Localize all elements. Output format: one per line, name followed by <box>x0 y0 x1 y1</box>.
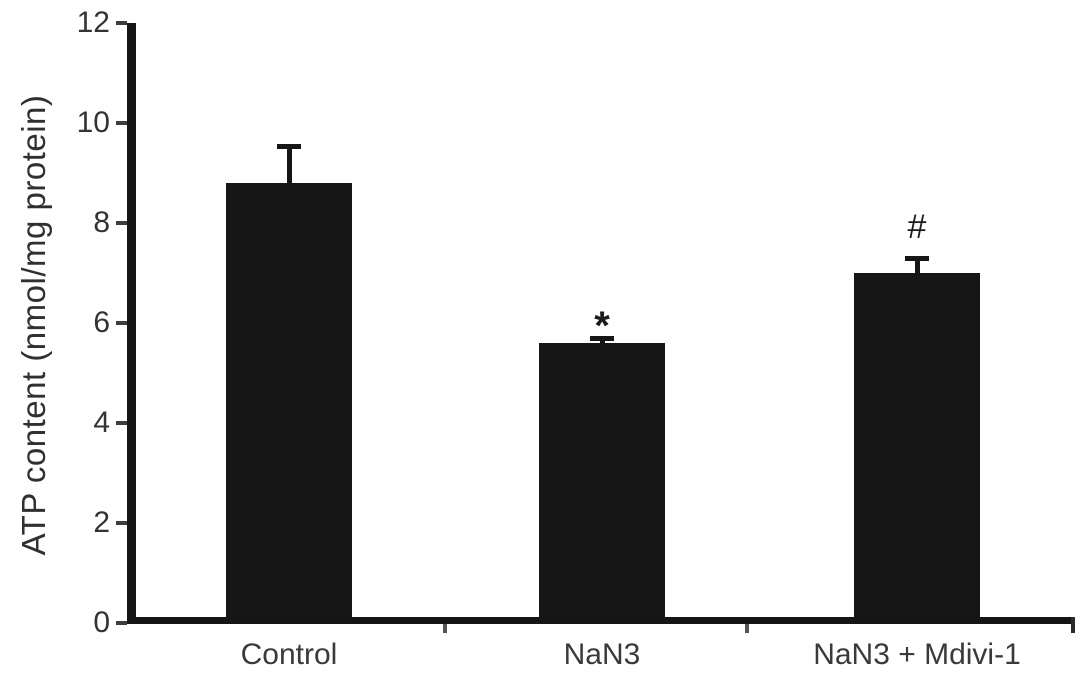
y-tick-mark <box>116 521 127 525</box>
significance-annotation-2: # <box>907 208 927 246</box>
y-tick-label: 6 <box>93 306 110 339</box>
y-tick-mark <box>116 321 127 325</box>
y-tick-mark <box>116 21 127 25</box>
y-tick-mark <box>116 621 127 625</box>
x-category-label-2: NaN3 + Mdivi-1 <box>813 638 1021 671</box>
error-bar-cap <box>590 336 614 341</box>
bar-2 <box>854 273 980 620</box>
y-tick-mark <box>116 421 127 425</box>
x-category-label-1: NaN3 <box>563 638 641 671</box>
error-bar-stem <box>600 338 605 345</box>
y-axis-line <box>127 23 136 624</box>
y-tick-mark <box>116 121 127 125</box>
x-axis-line <box>127 617 1075 624</box>
y-tick-label: 0 <box>93 606 110 639</box>
y-tick-label: 12 <box>76 6 110 39</box>
error-bar-cap <box>905 256 929 261</box>
y-tick-label: 2 <box>93 506 110 539</box>
y-tick-mark <box>116 221 127 225</box>
y-tick-label: 10 <box>76 106 110 139</box>
error-bar-cap <box>277 143 301 149</box>
y-tick-label: 8 <box>93 206 110 239</box>
error-bar-stem <box>915 258 920 275</box>
y-tick-label: 4 <box>93 406 110 439</box>
x-separator-tick <box>745 624 749 633</box>
significance-annotation-1: * <box>594 304 610 348</box>
bar-1 <box>539 343 665 620</box>
bar-0 <box>226 183 352 620</box>
x-axis-end-tick <box>1071 617 1075 633</box>
x-category-label-0: Control <box>240 638 338 671</box>
error-bar-stem <box>287 145 292 185</box>
x-separator-tick <box>443 624 447 633</box>
